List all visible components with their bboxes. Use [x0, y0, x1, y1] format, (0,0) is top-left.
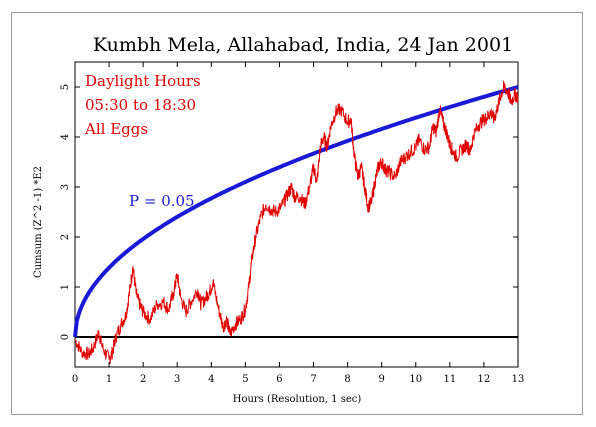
chart-frame	[11, 12, 583, 415]
x-tick-label-9: 9	[379, 374, 385, 385]
plot-area	[74, 61, 519, 368]
x-tick-label-2: 2	[140, 374, 146, 385]
y-tick-label-1: 1	[60, 284, 71, 290]
x-tick-label-13: 13	[512, 374, 525, 385]
cumsum-data-line	[74, 80, 519, 365]
y-tick-label-5: 5	[60, 84, 71, 90]
x-tick-label-10: 10	[409, 374, 422, 385]
x-tick-label-5: 5	[242, 374, 248, 385]
x-tick-label-12: 12	[478, 374, 491, 385]
annotation-daylight-hours: Daylight Hours	[85, 72, 201, 90]
y-axis-label: Cumsum (Z^2 -1) *E2	[33, 166, 44, 278]
x-axis-label: Hours (Resolution, 1 sec)	[233, 394, 362, 405]
y-tick-label-4: 4	[60, 134, 71, 140]
annotation-time-range: 05:30 to 18:30	[85, 96, 196, 114]
x-tick-label-6: 6	[276, 374, 282, 385]
x-axis: 0 1 2 3 4 5 6 7 8 9 10 11 12 13	[72, 62, 525, 385]
x-tick-label-3: 3	[174, 374, 180, 385]
x-tick-label-4: 4	[208, 374, 214, 385]
significance-envelope-line	[73, 85, 519, 338]
x-tick-label-1: 1	[106, 374, 112, 385]
chart-title: Kumbh Mela, Allahabad, India, 24 Jan 200…	[93, 34, 513, 56]
significance-label: P = 0.05	[129, 192, 195, 210]
y-tick-label-0: 0	[60, 334, 71, 340]
y-tick-label-3: 3	[60, 184, 71, 190]
x-tick-label-11: 11	[443, 374, 456, 385]
x-tick-label-8: 8	[344, 374, 350, 385]
y-tick-label-2: 2	[60, 234, 71, 240]
x-tick-label-0: 0	[72, 374, 78, 385]
y-axis: 0 1 2 3 4 5	[60, 84, 518, 340]
x-tick-label-7: 7	[310, 374, 316, 385]
annotation-all-eggs: All Eggs	[84, 120, 148, 138]
